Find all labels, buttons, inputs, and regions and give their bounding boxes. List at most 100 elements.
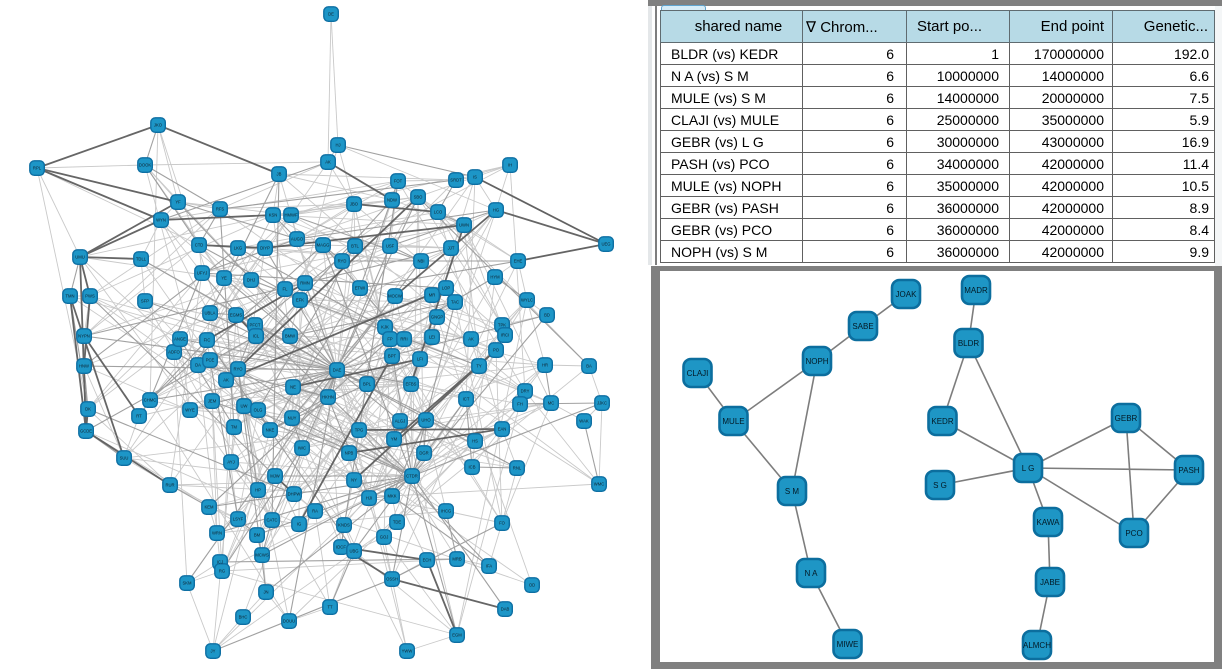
- svg-text:TPK: TPK: [498, 323, 506, 328]
- svg-text:AUGO: AUGO: [291, 237, 304, 242]
- svg-text:WYE: WYE: [185, 408, 195, 413]
- svg-text:FH: FH: [517, 402, 523, 407]
- svg-text:ADFO: ADFO: [168, 350, 180, 355]
- svg-text:CTD: CTD: [195, 243, 204, 248]
- svg-text:TMN: TMN: [65, 294, 74, 299]
- svg-text:NKE: NKE: [266, 428, 275, 433]
- svg-text:FO: FO: [499, 521, 506, 526]
- svg-text:DIYP: DIYP: [260, 246, 270, 251]
- svg-text:RG: RG: [219, 569, 225, 574]
- svg-text:DGR: DGR: [419, 451, 428, 456]
- svg-text:MIWE: MIWE: [837, 640, 859, 649]
- svg-text:SABE: SABE: [852, 322, 873, 331]
- svg-text:KJK: KJK: [381, 325, 389, 330]
- svg-text:YF: YF: [175, 200, 181, 205]
- svg-text:AK: AK: [468, 337, 474, 342]
- svg-text:JB: JB: [277, 172, 282, 177]
- svg-text:SUU: SUU: [120, 456, 129, 461]
- svg-text:DOUU: DOUU: [283, 619, 295, 624]
- svg-text:IFA: IFA: [486, 564, 492, 569]
- svg-text:KEDR: KEDR: [931, 417, 953, 426]
- svg-text:LCO: LCO: [434, 210, 443, 215]
- svg-text:DHPW: DHPW: [288, 492, 301, 497]
- svg-text:NBI: NBI: [418, 259, 425, 264]
- svg-text:DAE: DAE: [333, 368, 342, 373]
- svg-text:RNL: RNL: [513, 466, 522, 471]
- svg-text:NDW: NDW: [387, 198, 397, 203]
- svg-text:LEI: LEI: [429, 335, 435, 340]
- svg-text:PASH: PASH: [1178, 466, 1199, 475]
- svg-text:BA: BA: [586, 364, 592, 369]
- svg-text:GEBR: GEBR: [1115, 414, 1138, 423]
- svg-text:YM: YM: [391, 437, 398, 442]
- svg-text:BTL: BTL: [351, 244, 359, 249]
- svg-text:SFP: SFP: [141, 299, 149, 304]
- svg-text:RPL: RPL: [33, 166, 42, 171]
- svg-text:RT: RT: [136, 414, 142, 419]
- svg-text:ALGJ: ALGJ: [395, 419, 405, 424]
- svg-text:SRDT: SRDT: [450, 178, 462, 183]
- svg-text:TY: TY: [476, 364, 482, 369]
- svg-text:HS: HS: [472, 439, 478, 444]
- svg-text:MOCW: MOCW: [388, 294, 402, 299]
- svg-text:SBO: SBO: [414, 195, 424, 200]
- svg-text:WYLC: WYLC: [521, 298, 533, 303]
- svg-text:MCWS: MCWS: [255, 553, 268, 558]
- svg-text:HYM: HYM: [490, 275, 500, 280]
- svg-text:LSYF: LSYF: [233, 517, 244, 522]
- svg-text:L G: L G: [1022, 464, 1035, 473]
- svg-text:CLAJI: CLAJI: [687, 369, 709, 378]
- svg-text:WRN: WRN: [212, 531, 222, 536]
- svg-text:EFK: EFK: [296, 298, 304, 303]
- svg-text:NE: NE: [290, 385, 296, 390]
- svg-text:WAK: WAK: [579, 419, 589, 424]
- svg-text:S M: S M: [785, 487, 800, 496]
- svg-text:BMW: BMW: [285, 334, 295, 339]
- svg-text:NY: NY: [351, 478, 357, 483]
- svg-text:PWS: PWS: [85, 294, 95, 299]
- svg-text:LFI: LFI: [417, 357, 423, 362]
- svg-text:MADR: MADR: [964, 286, 988, 295]
- svg-text:LKG: LKG: [234, 246, 242, 251]
- svg-text:GCDE: GCDE: [80, 429, 92, 434]
- svg-text:BLDR: BLDR: [958, 339, 980, 348]
- svg-text:AK: AK: [223, 378, 229, 383]
- svg-text:DRY: DRY: [521, 389, 530, 394]
- svg-text:N A: N A: [805, 569, 819, 578]
- svg-text:LOP: LOP: [442, 286, 451, 291]
- svg-text:RMN: RMN: [300, 281, 310, 286]
- svg-text:BD: BD: [544, 313, 550, 318]
- svg-text:IG: IG: [297, 522, 301, 527]
- svg-text:CTDR: CTDR: [406, 474, 418, 479]
- svg-text:PO: PO: [493, 348, 500, 353]
- svg-text:IH: IH: [508, 163, 512, 168]
- svg-text:RRI: RRI: [400, 337, 407, 342]
- svg-text:UEG: UEG: [601, 242, 610, 247]
- svg-text:JABE: JABE: [1040, 578, 1060, 587]
- svg-text:USF: USF: [386, 244, 395, 249]
- svg-text:DA: DA: [195, 363, 201, 368]
- svg-text:ICT: ICT: [463, 397, 470, 402]
- svg-text:TDE: TDE: [393, 520, 402, 525]
- svg-text:FP: FP: [387, 337, 393, 342]
- svg-text:JKO: JKO: [154, 123, 163, 128]
- svg-text:ALMCH: ALMCH: [1023, 641, 1051, 650]
- svg-text:MAGG: MAGG: [317, 243, 330, 248]
- svg-text:PCO: PCO: [1125, 529, 1142, 538]
- svg-text:HKHN: HKHN: [322, 395, 334, 400]
- svg-text:NUY: NUY: [288, 416, 297, 421]
- svg-text:JY: JY: [211, 649, 216, 654]
- svg-text:NYPN: NYPN: [78, 334, 90, 339]
- svg-text:GOJ: GOJ: [380, 535, 389, 540]
- svg-text:WYN: WYN: [156, 218, 166, 223]
- svg-text:FIC: FIC: [204, 338, 211, 343]
- svg-text:MRB: MRB: [452, 557, 462, 562]
- svg-text:UMU: UMU: [75, 255, 85, 260]
- svg-text:BPL: BPL: [363, 382, 372, 387]
- svg-text:YWW: YWW: [402, 649, 413, 654]
- svg-text:OD: OD: [529, 583, 535, 588]
- svg-text:JJKC: JJKC: [597, 401, 607, 406]
- svg-text:FL: FL: [283, 287, 289, 292]
- svg-text:ANGE: ANGE: [174, 337, 186, 342]
- svg-text:IDCF: IDCF: [336, 545, 346, 550]
